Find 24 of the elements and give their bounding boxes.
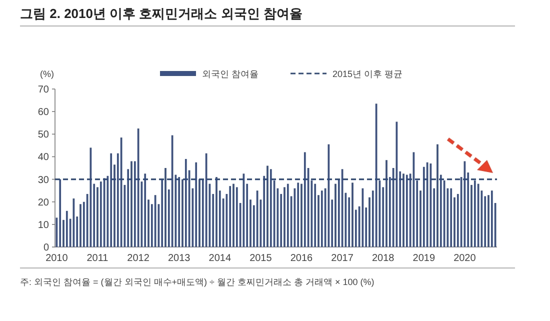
x-tick-label: 2016 bbox=[290, 253, 314, 264]
x-tick-label: 2019 bbox=[412, 253, 436, 264]
y-tick-label: 30 bbox=[38, 174, 50, 186]
x-tick-label: 2010 bbox=[46, 253, 68, 264]
y-tick-label: 60 bbox=[38, 107, 50, 118]
legend-label: 외국인 참여율 bbox=[202, 69, 259, 79]
y-axis-title: (%) bbox=[40, 69, 54, 79]
text: 주: 외국인 참여율 = (월간 외국인 매수+매도액) ÷ 월간 호찌민거래소 총 거래액 × 100 (%) bbox=[20, 277, 374, 287]
x-tick-label: 2017 bbox=[331, 253, 354, 264]
x-tick-label: 2014 bbox=[208, 253, 232, 264]
x-tick-label: 2018 bbox=[372, 253, 395, 264]
x-tick-label: 2013 bbox=[168, 253, 191, 264]
y-tick-label: 0 bbox=[43, 242, 50, 254]
y-tick-label: 10 bbox=[38, 220, 50, 231]
y-tick-label: 40 bbox=[38, 152, 50, 164]
x-tick-label: 2020 bbox=[454, 253, 476, 264]
y-tick-label: 20 bbox=[38, 197, 50, 208]
legend-label: 2015년 이후 평균 bbox=[332, 69, 403, 79]
y-tick-label: 50 bbox=[38, 130, 50, 141]
x-tick-label: 2011 bbox=[86, 253, 109, 264]
x-tick-label: 2012 bbox=[127, 253, 150, 264]
y-tick-label: 70 bbox=[38, 84, 50, 96]
chart-title: 그림 2. 2010년 이후 호찌민거래소 외국인 참여율 bbox=[20, 6, 302, 21]
x-tick-label: 2015 bbox=[250, 253, 272, 264]
